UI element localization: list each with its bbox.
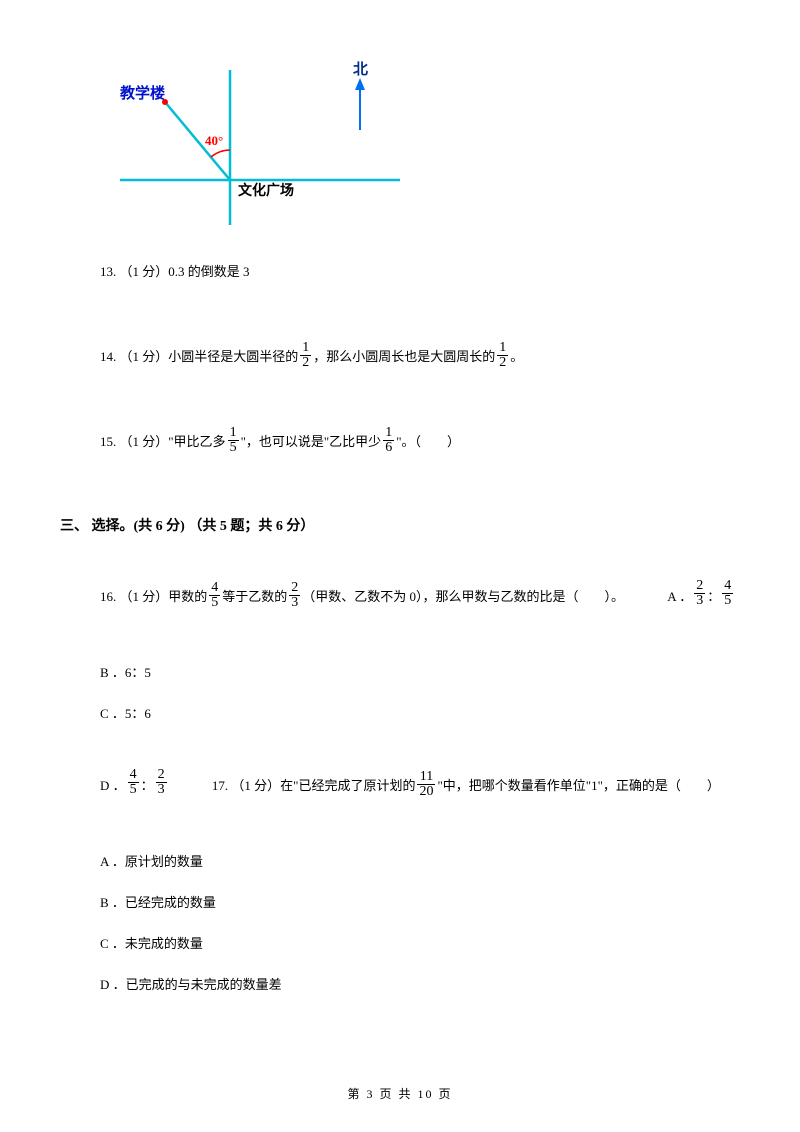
q15-frac2: 1 6: [383, 426, 394, 455]
question-14: 14. （1 分）小圆半径是大圆半径的 1 2 ，那么小圆周长也是大圆周长的 1…: [100, 343, 523, 372]
label-building: 教学楼: [119, 84, 165, 102]
diagram: 教学楼 北 40° 文化广场: [100, 60, 420, 230]
q15-part3: "。（ ）: [396, 428, 460, 457]
q16-optd-frac2: 2 3: [156, 768, 167, 797]
q16-opta-frac1: 2 3: [694, 579, 705, 608]
q16-frac1: 4 5: [209, 581, 220, 610]
section-3-header: 三、 选择。(共 6 分) （共 5 题；共 6 分）: [60, 515, 740, 535]
q16-opta-prefix: A ．: [667, 586, 692, 605]
label-square: 文化广场: [238, 182, 294, 199]
page-footer: 第 3 页 共 10 页: [0, 1085, 800, 1102]
q17-option-d: D ．已完成的与未完成的数量差: [100, 974, 740, 993]
q16-optd-frac1: 4 5: [128, 768, 139, 797]
direction-diagram-svg: 教学楼 北 40° 文化广场: [100, 60, 420, 230]
question-16: 16. （1 分）甲数的 4 5 等于乙数的 2 3 （甲数、乙数不为 0），那…: [100, 583, 624, 612]
q17-option-b: B ．已经完成的数量: [100, 892, 740, 911]
q14-part1: 14. （1 分）小圆半径是大圆半径的: [100, 343, 298, 372]
q17-part1: 17. （1 分）在"已经完成了原计划的: [212, 772, 416, 801]
q16-opta-frac2: 4 5: [722, 579, 733, 608]
label-north: 北: [353, 61, 368, 78]
q16-option-a: A ． 2 3 ： 4 5: [667, 581, 735, 610]
label-angle: 40°: [205, 133, 223, 148]
q14-part2: ，那么小圆周长也是大圆周长的: [313, 343, 495, 372]
q16-option-b: B ．6：5: [100, 662, 740, 681]
q14-part3: 。: [510, 343, 523, 372]
q16-opta-mid: ：: [707, 586, 720, 605]
q16-optd-mid: ：: [141, 775, 154, 794]
q16-option-d: D ． 4 5 ： 2 3: [100, 770, 169, 799]
q17-option-a: A ．原计划的数量: [100, 851, 740, 870]
q14-frac1: 1 2: [300, 341, 311, 370]
question-15: 15. （1 分）"甲比乙多 1 5 "，也可以说是"乙比甲少 1 6 "。（ …: [100, 428, 460, 457]
q16-part2: 等于乙数的: [222, 583, 287, 612]
q16-frac2: 2 3: [289, 581, 300, 610]
q16-part1: 16. （1 分）甲数的: [100, 583, 207, 612]
q17-part2: "中，把哪个数量看作单位"1"，正确的是（ ）: [437, 772, 719, 801]
question-13: 13. （1 分）0.3 的倒数是 3: [100, 258, 740, 287]
question-17: 17. （1 分）在"已经完成了原计划的 11 20 "中，把哪个数量看作单位"…: [212, 772, 720, 801]
q16-optd-prefix: D ．: [100, 775, 126, 794]
q17-option-c: C ．未完成的数量: [100, 933, 740, 952]
q17-frac1: 11 20: [417, 770, 435, 799]
q16-part3: （甲数、乙数不为 0），那么甲数与乙数的比是（ ）。: [302, 583, 624, 612]
q15-frac1: 1 5: [228, 426, 239, 455]
q13-text: 13. （1 分）0.3 的倒数是 3: [100, 264, 250, 279]
q15-part1: 15. （1 分）"甲比乙多: [100, 428, 226, 457]
q15-part2: "，也可以说是"乙比甲少: [241, 428, 382, 457]
q16-option-c: C ．5：6: [100, 703, 740, 722]
q14-frac2: 1 2: [497, 341, 508, 370]
